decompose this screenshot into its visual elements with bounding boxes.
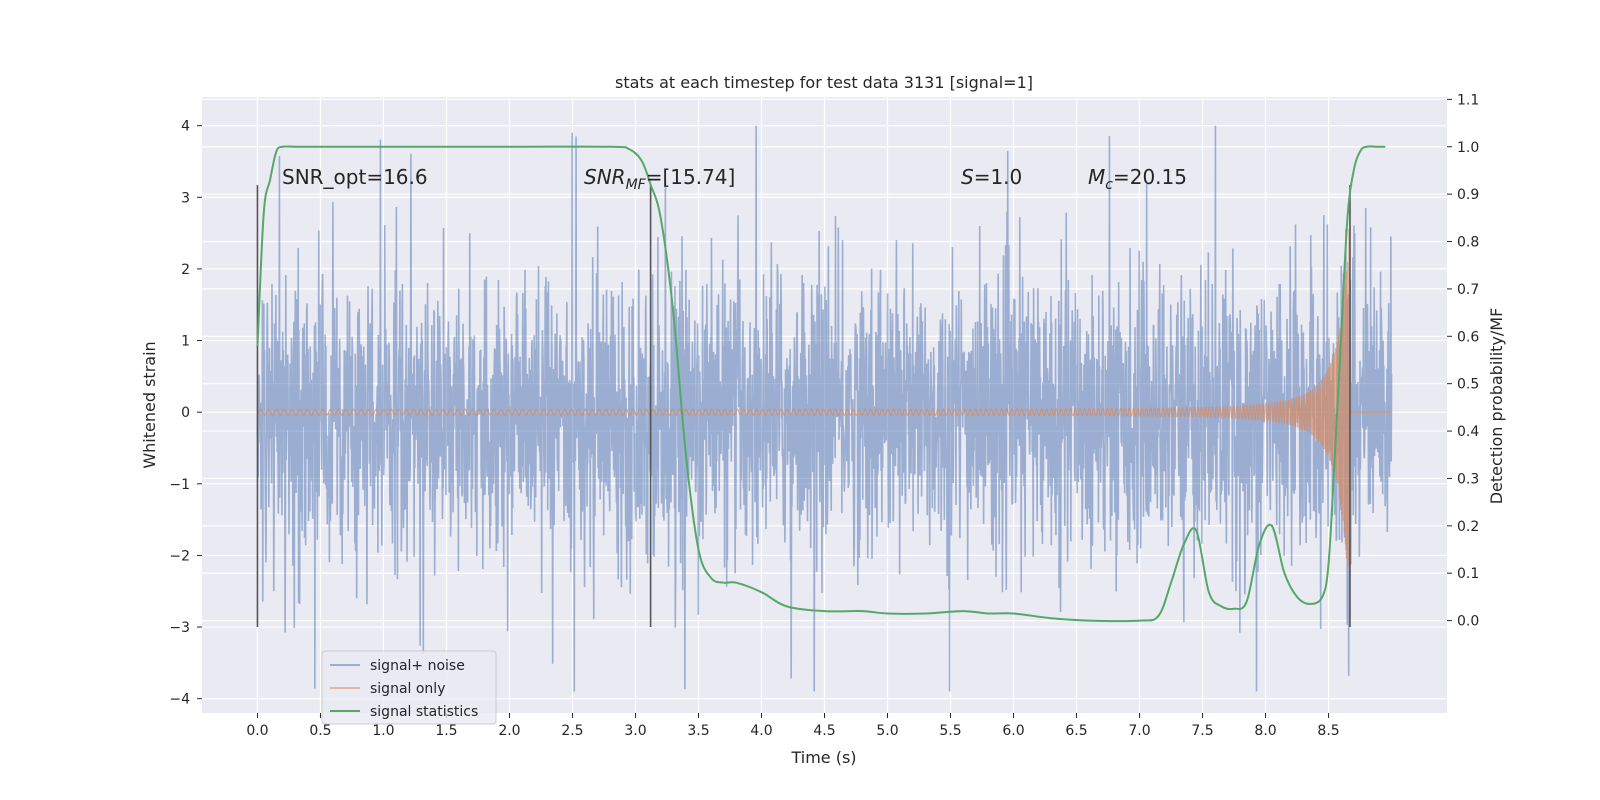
x-tick-label: 7.5	[1191, 723, 1213, 739]
signal-statistics-line	[256, 145, 1386, 623]
y2-tick-label: 1.0	[1457, 140, 1479, 156]
x-tick-label: 3.0	[624, 723, 646, 739]
y-axis-label: Whitened strain	[140, 341, 159, 468]
annotation-s-base: S	[961, 165, 974, 189]
legend-box	[321, 650, 497, 725]
x-axis-label: Time (s)	[790, 748, 856, 767]
y2-axis-label: Detection probability/MF	[1487, 308, 1506, 505]
y2-tick-label: 0.9	[1457, 187, 1479, 203]
x-tick-label: 2.0	[498, 723, 520, 739]
annotation-mc: Mc=20.15	[1088, 165, 1187, 193]
y-tick-label: −2	[169, 548, 190, 564]
x-tick-label: 3.5	[687, 723, 709, 739]
y-tick-label: −4	[169, 692, 190, 708]
y2-tick-label: 0.0	[1457, 614, 1479, 630]
y-tick-label: 4	[181, 119, 190, 135]
series-signal-statistics	[256, 145, 1386, 623]
annotation-snr-mf-sub: MF	[626, 177, 647, 193]
annotations: SNR_opt=16.6 SNRMF=[15.74] S=1.0 Mc=20.1…	[282, 165, 1187, 193]
annotation-s: S=1.0	[961, 165, 1022, 189]
x-tick-label: 6.0	[1002, 723, 1024, 739]
annotation-mc-sub: c	[1105, 177, 1113, 193]
annotation-snr-mf-base: SNR	[584, 165, 626, 189]
y-tick-label: −1	[169, 477, 190, 493]
y-tick-label: −3	[169, 620, 190, 636]
x-tick-label: 4.0	[750, 723, 772, 739]
ticks: 0.0 0.5 1.0 1.5 2.0 2.5 3.0 3.5 4.0 4.5 5.0 5.5 6.0 6…	[169, 92, 1479, 739]
y-tick-label: 3	[181, 190, 190, 206]
annotation-snr-opt: SNR_opt=16.6	[282, 165, 428, 189]
annotation-snr-mf: SNRMF=[15.74]	[584, 165, 735, 193]
annotation-snr-mf-value: =[15.74]	[646, 165, 736, 189]
annotation-s-value: =1.0	[974, 165, 1023, 189]
x-tick-label: 1.0	[372, 723, 394, 739]
chart-title: stats at each timestep for test data 313…	[615, 73, 1033, 92]
y2-tick-label: 0.4	[1457, 424, 1479, 440]
y2-tick-label: 0.3	[1457, 471, 1479, 487]
y2-tick-label: 0.2	[1457, 519, 1479, 535]
vertical-markers	[256, 185, 1351, 628]
x-tick-label: 5.0	[876, 723, 898, 739]
legend-label-signal-noise: signal+ noise	[370, 658, 465, 674]
annotation-mc-value: =20.15	[1113, 165, 1187, 189]
y2-tick-label: 1.1	[1457, 92, 1479, 108]
y2-tick-label: 0.8	[1457, 235, 1479, 251]
x-tick-label: 4.5	[813, 723, 835, 739]
x-tick-label: 2.5	[561, 723, 583, 739]
y-tick-label: 2	[181, 262, 190, 278]
x-tick-label: 1.5	[435, 723, 457, 739]
legend-label-signal-only: signal only	[370, 681, 445, 697]
y-tick-label: 0	[181, 405, 190, 421]
x-tick-label: 5.5	[939, 723, 961, 739]
y2-tick-label: 0.5	[1457, 377, 1479, 393]
x-tick-label: 7.0	[1128, 723, 1150, 739]
legend: signal+ noise signal only signal statist…	[321, 650, 497, 725]
x-tick-label: 0.0	[246, 723, 268, 739]
y2-tick-label: 0.7	[1457, 282, 1479, 298]
x-tick-label: 8.0	[1254, 723, 1276, 739]
x-tick-label: 6.5	[1065, 723, 1087, 739]
x-tick-label: 8.5	[1317, 723, 1339, 739]
y-tick-label: 1	[181, 334, 190, 350]
series-signal-only	[256, 228, 1392, 568]
x-tick-label: 0.5	[309, 723, 331, 739]
legend-label-signal-statistics: signal statistics	[370, 704, 478, 720]
signal-only-line	[256, 228, 1392, 568]
y2-tick-label: 0.6	[1457, 329, 1479, 345]
y2-tick-label: 0.1	[1457, 566, 1479, 582]
annotation-mc-base: M	[1088, 165, 1105, 189]
